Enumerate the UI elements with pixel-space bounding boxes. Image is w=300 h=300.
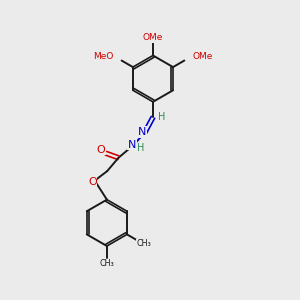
Text: MeO: MeO bbox=[93, 52, 114, 61]
Text: N: N bbox=[128, 140, 136, 150]
Text: H: H bbox=[137, 143, 145, 153]
Text: O: O bbox=[88, 177, 97, 187]
Text: CH₃: CH₃ bbox=[100, 259, 114, 268]
Text: O: O bbox=[96, 145, 105, 155]
Text: H: H bbox=[158, 112, 165, 122]
Text: OMe: OMe bbox=[192, 52, 213, 61]
Text: N: N bbox=[137, 127, 146, 137]
Text: OMe: OMe bbox=[143, 33, 163, 42]
Text: CH₃: CH₃ bbox=[137, 239, 152, 248]
